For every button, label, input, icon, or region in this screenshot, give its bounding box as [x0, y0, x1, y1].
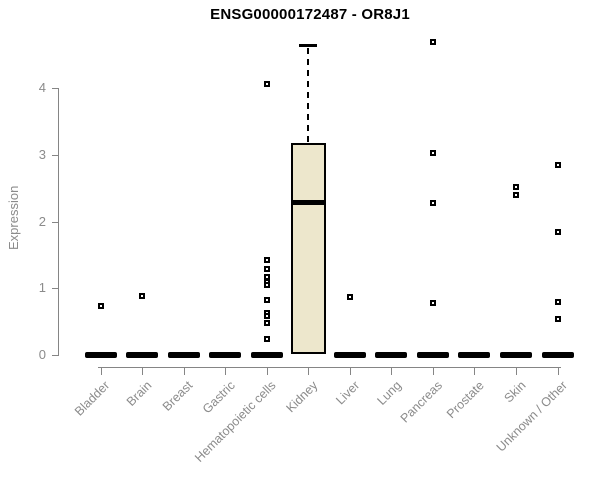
outlier-point [429, 38, 436, 45]
outlier-point [97, 303, 104, 310]
box-prostate [458, 352, 491, 358]
chart-title: ENSG00000172487 - OR8J1 [210, 6, 410, 23]
x-axis-line [97, 367, 561, 368]
box-liver [333, 352, 366, 358]
y-tick-label: 1 [38, 280, 46, 296]
x-tick-label: Brain [123, 378, 155, 409]
box-lung [375, 352, 408, 358]
outlier-point [263, 313, 270, 320]
x-tick-label: Pancreas [397, 378, 446, 426]
outlier-point [263, 281, 270, 288]
box-brain [126, 352, 159, 358]
y-tick-label: 0 [38, 347, 46, 362]
y-tick [52, 355, 58, 356]
y-tick-label: 3 [38, 146, 46, 162]
x-tick-label: Liver [332, 378, 363, 408]
x-tick-label: Skin [501, 378, 529, 406]
outlier-point [263, 80, 270, 87]
y-tick [52, 88, 58, 89]
x-tick-label: Hematopoietic cells [192, 378, 279, 465]
whisker-kidney [307, 47, 310, 143]
y-tick [52, 288, 58, 290]
x-tick [266, 367, 268, 375]
outlier-point [139, 293, 146, 300]
outlier-point [263, 257, 270, 264]
outlier-point [346, 293, 353, 300]
outlier-point [429, 199, 436, 206]
y-axis-line [58, 88, 59, 356]
box-breast [167, 352, 200, 358]
outlier-point [263, 319, 270, 326]
x-tick [557, 367, 559, 375]
x-tick-label: Kidney [283, 378, 321, 416]
y-tick [52, 154, 58, 156]
box-pancreas [416, 352, 449, 358]
x-tick-label: Prostate [443, 378, 487, 422]
whisker-cap-kidney [299, 43, 318, 47]
outlier-point [554, 299, 561, 306]
x-tick-label: Breast [160, 378, 196, 414]
outlier-point [429, 299, 436, 306]
y-tick-label: 2 [38, 213, 46, 229]
x-tick-label: Bladder [72, 378, 113, 419]
outlier-point [554, 315, 561, 322]
y-tick [52, 221, 58, 223]
box-skin [500, 352, 532, 358]
x-tick [516, 367, 517, 375]
x-tick [391, 367, 393, 375]
x-tick [474, 367, 476, 375]
outlier-point [429, 149, 436, 156]
outlier-point [263, 297, 270, 304]
outlier-point [263, 335, 270, 342]
box-hematopoietic-cells [250, 352, 283, 358]
outlier-point [554, 229, 561, 236]
outlier-point [263, 265, 270, 272]
median-kidney [290, 200, 326, 206]
x-tick [349, 367, 351, 375]
x-tick [432, 367, 434, 375]
box-bladder [84, 352, 117, 358]
outlier-point [513, 191, 519, 198]
x-tick [308, 367, 310, 375]
x-tick [142, 367, 144, 375]
x-tick [100, 367, 102, 375]
box-gastric [209, 352, 242, 358]
x-tick-label: Lung [373, 378, 404, 408]
box-kidney [290, 143, 326, 354]
x-tick [225, 367, 227, 375]
outlier-point [554, 161, 561, 168]
x-tick-label: Gastric [199, 378, 238, 417]
y-tick-label: 4 [38, 80, 46, 95]
box-unknown-other [541, 352, 574, 358]
x-tick [183, 367, 185, 375]
outlier-point [513, 183, 519, 190]
